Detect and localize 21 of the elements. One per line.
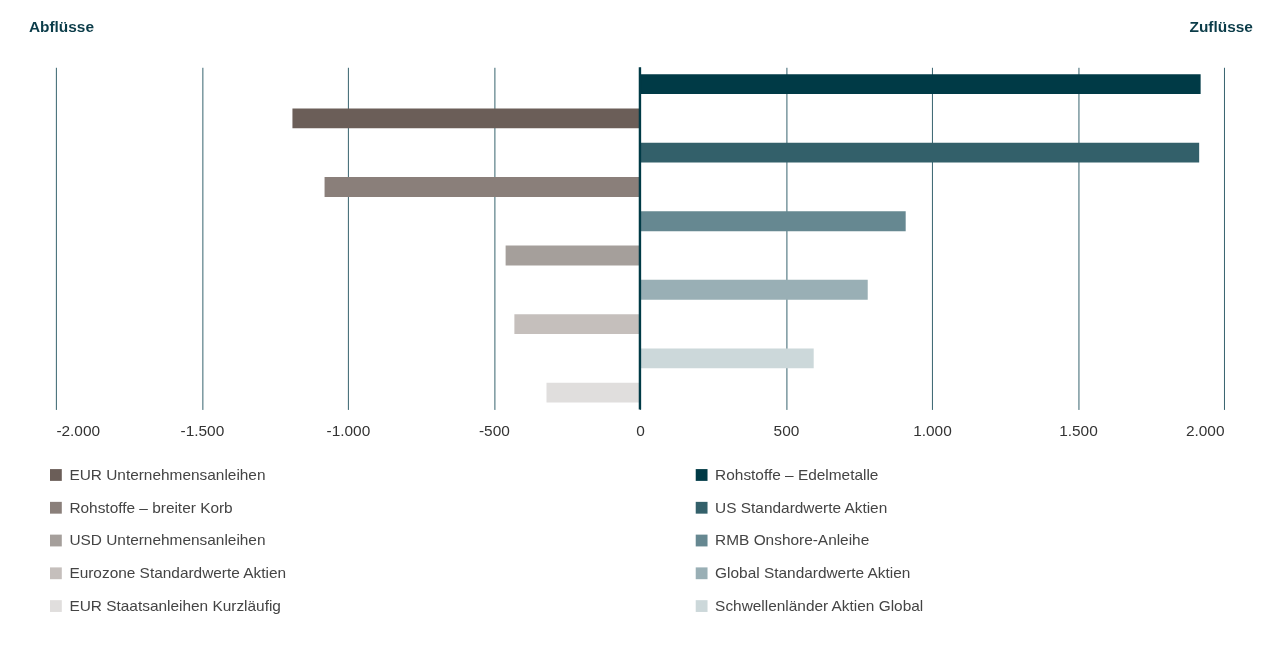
x-tick-label: -500 bbox=[478, 421, 510, 439]
x-tick-label: 1.000 bbox=[913, 421, 952, 439]
x-tick-label: 500 bbox=[773, 421, 800, 439]
x-tick-label: -1.500 bbox=[180, 421, 225, 439]
x-tick-label: 2.000 bbox=[1185, 421, 1225, 439]
x-tick-label: 1.500 bbox=[1059, 421, 1098, 439]
text: Zuflüsse bbox=[1189, 17, 1254, 35]
x-tick-label: -2.000 bbox=[56, 421, 101, 439]
legend-label: Global Standardwerte Aktien bbox=[715, 564, 911, 582]
text: Abflüsse bbox=[28, 17, 95, 35]
x-tick-label: -1.000 bbox=[326, 421, 371, 439]
legend-label: Rohstoffe – Edelmetalle bbox=[715, 465, 879, 483]
legend-label: USD Unternehmensanleihen bbox=[69, 531, 266, 549]
legend-label: Eurozone Standardwerte Aktien bbox=[69, 564, 287, 582]
legend-label: RMB Onshore-Anleihe bbox=[715, 531, 870, 549]
legend-label: US Standardwerte Aktien bbox=[715, 498, 888, 516]
legend-label: Rohstoffe – breiter Korb bbox=[69, 498, 233, 516]
legend-label: EUR Staatsanleihen Kurzläufig bbox=[69, 596, 281, 614]
x-tick-label: 0 bbox=[636, 421, 645, 439]
legend-label: EUR Unternehmensanleihen bbox=[69, 465, 266, 483]
legend-label: Schwellenländer Aktien Global bbox=[715, 596, 924, 614]
